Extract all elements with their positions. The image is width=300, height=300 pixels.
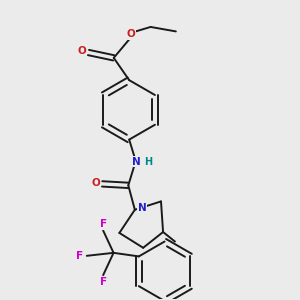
Text: H: H <box>144 157 152 166</box>
Text: F: F <box>100 219 107 229</box>
Text: O: O <box>91 178 100 188</box>
Text: F: F <box>76 251 83 261</box>
Text: O: O <box>78 46 86 56</box>
Text: O: O <box>126 29 135 39</box>
Text: N: N <box>138 203 147 213</box>
Text: N: N <box>132 157 140 166</box>
Text: F: F <box>100 277 107 287</box>
